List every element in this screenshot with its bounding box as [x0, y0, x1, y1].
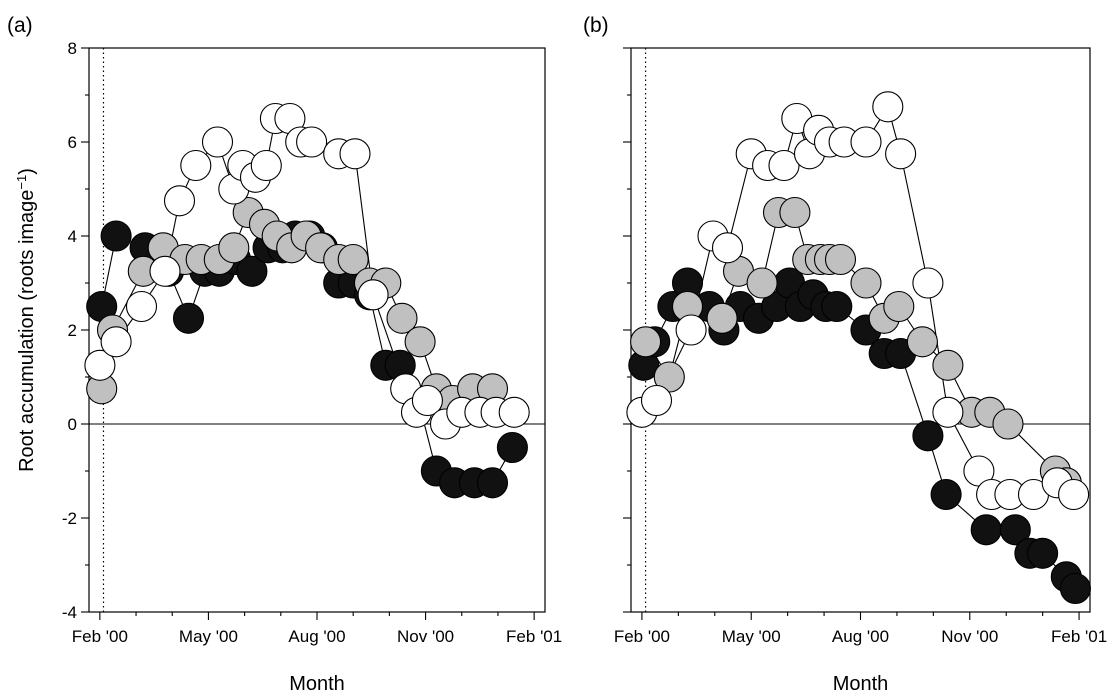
point-gray: [850, 267, 882, 299]
point-black: [236, 255, 268, 287]
x-tick-label: Feb '01: [506, 627, 562, 646]
point-black: [999, 514, 1031, 546]
point-white: [180, 149, 212, 182]
point-white: [357, 279, 389, 311]
y-tick-label: 6: [68, 133, 77, 152]
point-white: [768, 149, 800, 182]
x-tick-label: Feb '01: [1051, 627, 1107, 646]
point-black: [100, 220, 132, 252]
point-black: [970, 514, 1002, 546]
point-gray: [404, 326, 436, 358]
point-gray: [906, 326, 938, 358]
y-tick-label: 4: [68, 227, 77, 246]
y-tick-label: -2: [62, 509, 77, 528]
point-black: [496, 431, 528, 464]
y-axis-title: Root accumulation (roots image−1): [14, 168, 39, 472]
y-tick-label: -4: [62, 603, 77, 622]
point-white: [163, 185, 196, 217]
x-axis-title: Month: [289, 673, 345, 695]
point-white: [872, 91, 904, 123]
point-gray: [992, 408, 1024, 440]
point-white: [100, 326, 132, 358]
point-white: [932, 396, 964, 428]
point-gray: [218, 232, 250, 264]
point-gray: [706, 302, 738, 334]
y-tick-label: 2: [68, 321, 77, 340]
point-white: [125, 290, 158, 323]
x-tick-label: May '00: [722, 627, 781, 646]
point-gray: [337, 243, 369, 276]
point-black: [821, 290, 853, 323]
point-gray: [746, 267, 778, 299]
point-black: [912, 420, 944, 452]
point-white: [84, 349, 116, 381]
point-gray: [932, 349, 964, 381]
y-tick-label: 0: [68, 415, 77, 434]
point-gray: [824, 243, 857, 276]
x-tick-label: Feb '00: [72, 627, 128, 646]
point-white: [912, 267, 944, 299]
y-axis-title-main: Root accumulation (roots image: [16, 190, 38, 472]
x-tick-label: Nov '00: [941, 627, 998, 646]
point-white: [850, 126, 882, 158]
point-gray: [779, 196, 811, 229]
x-tick-label: Nov '00: [397, 627, 454, 646]
point-black: [1027, 537, 1059, 569]
point-white: [339, 138, 371, 170]
panel-label: (a): [7, 14, 33, 37]
panel-label: (b): [583, 14, 609, 37]
point-white: [885, 138, 917, 170]
panel-a: (a) -4 -2 0 2 4 6 8 Feb '00 May '00 Aug '00 Nov '00…: [7, 14, 562, 695]
y-axis-title-close: ): [16, 168, 38, 175]
point-white: [498, 396, 530, 428]
point-gray: [630, 326, 662, 358]
y-tick-label: 8: [68, 39, 77, 58]
x-tick-label: Aug '00: [832, 627, 889, 646]
point-white: [149, 255, 181, 287]
point-white: [250, 149, 282, 182]
x-tick-label: Aug '00: [288, 627, 345, 646]
point-white: [675, 314, 707, 346]
point-gray: [386, 302, 418, 334]
panel-b: (b) Feb '00 May '00 Aug '00 Nov '00 Feb '01 Mo…: [583, 14, 1107, 695]
point-white: [411, 384, 443, 417]
point-white: [201, 126, 234, 158]
point-white: [640, 384, 673, 417]
point-black: [930, 478, 962, 511]
point-black: [1059, 572, 1091, 605]
point-white: [296, 126, 328, 158]
point-black: [172, 302, 205, 334]
point-gray: [883, 290, 915, 323]
x-tick-label: Feb '00: [614, 627, 670, 646]
point-black: [476, 467, 509, 499]
y-axis-title-superscript: −1: [14, 175, 29, 190]
x-tick-label: May '00: [179, 627, 238, 646]
x-axis-title: Month: [833, 673, 889, 695]
point-white: [1058, 478, 1090, 511]
point-white: [711, 232, 744, 264]
